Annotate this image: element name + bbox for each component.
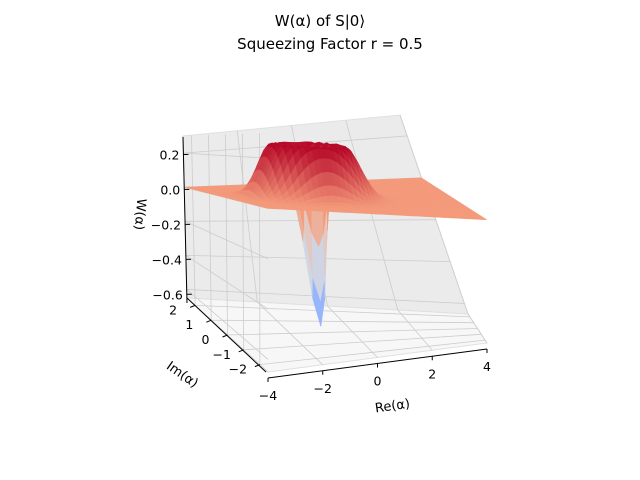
x-tick-label: 2 <box>428 366 436 381</box>
z-tick-label: 0.0 <box>160 182 180 197</box>
z-tick-label: −0.4 <box>152 252 182 267</box>
z-axis-line <box>182 136 188 304</box>
y-tick-mark <box>238 349 244 353</box>
y-tick-label: 0 <box>202 332 210 347</box>
x-tick-label: 0 <box>374 374 382 389</box>
x-tick-label: 4 <box>483 359 491 374</box>
y-tick-mark <box>222 334 228 338</box>
y-tick-mark <box>254 364 261 368</box>
y-tick-mark <box>189 304 196 308</box>
y-tick-label: −2 <box>229 362 247 377</box>
chart-title-line2: Squeezing Factor r = 0.5 <box>237 35 423 53</box>
chart-title-line1: W(α) of S|0⟩ <box>275 12 365 30</box>
z-tick-label: −0.6 <box>152 287 182 302</box>
x-axis-label: Re(α) <box>374 397 411 417</box>
y-tick-label: 2 <box>169 302 177 317</box>
y-tick-label: 1 <box>185 317 193 332</box>
x-tick-label: −4 <box>259 388 277 403</box>
z-tick-label: 0.2 <box>160 147 180 162</box>
z-tick-label: −0.2 <box>151 217 181 232</box>
y-axis-label: Im(α) <box>163 359 200 391</box>
wigner-surface <box>184 141 488 327</box>
surface-patch <box>479 218 488 221</box>
x-tick-label: −2 <box>314 381 332 396</box>
y-tick-mark <box>206 319 212 323</box>
z-axis-label: W(α) <box>131 198 149 231</box>
y-tick-label: −1 <box>212 347 230 362</box>
